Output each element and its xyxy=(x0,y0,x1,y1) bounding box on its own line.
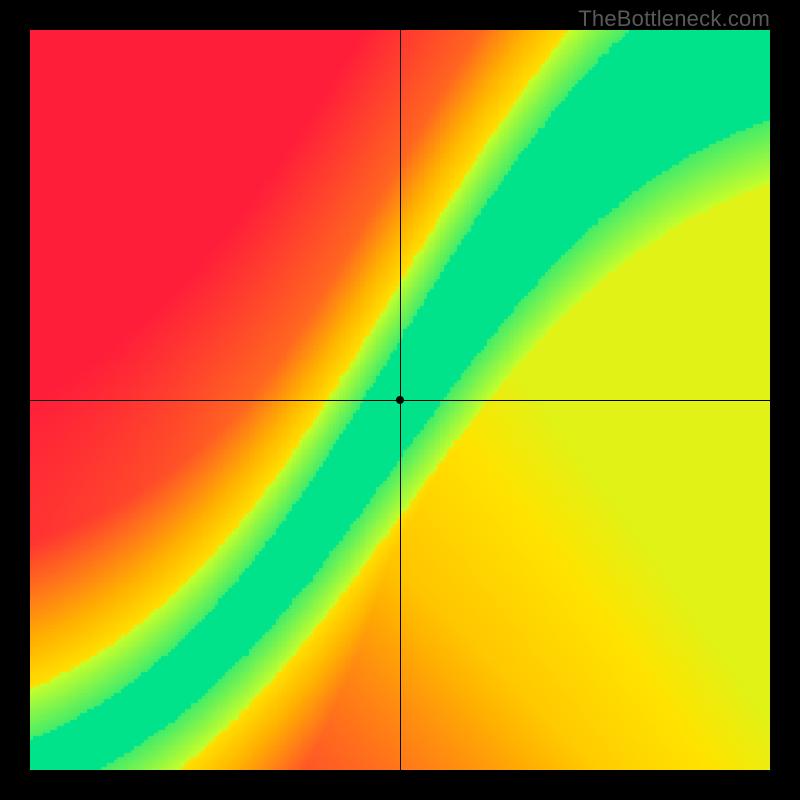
heatmap-plot xyxy=(30,30,770,770)
heatmap-canvas xyxy=(30,30,770,770)
outer-frame: TheBottleneck.com xyxy=(0,0,800,800)
watermark-text: TheBottleneck.com xyxy=(578,6,770,32)
